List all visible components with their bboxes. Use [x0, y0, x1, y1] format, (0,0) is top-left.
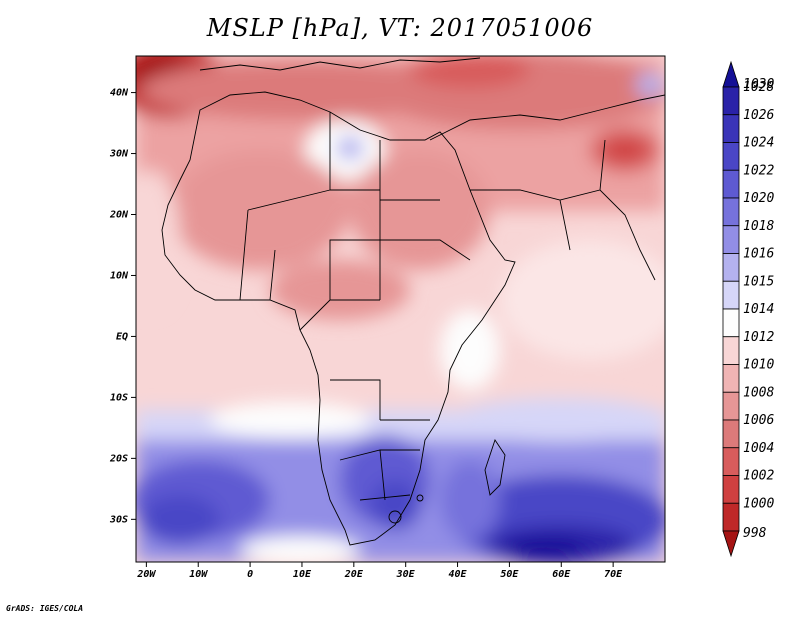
colorbar-label: 1000	[743, 496, 774, 511]
colorbar-swatch	[722, 197, 740, 227]
colorbar-swatch	[722, 86, 740, 116]
map-title: MSLP [hPa], VT: 2017051006	[206, 14, 594, 42]
colorbar-label: 998	[743, 526, 767, 541]
colorbar-swatch	[722, 475, 740, 504]
colorbar-label: 1030	[743, 77, 774, 92]
lat-tick-label: 10S	[110, 392, 128, 403]
coastlines	[161, 57, 665, 546]
lat-tick-label: 10N	[110, 270, 129, 281]
lon-tick-label: 20W	[136, 569, 156, 580]
lon-tick-label: 10E	[293, 569, 312, 580]
colorbar-label: 1004	[743, 441, 774, 456]
lat-tick-label: 30N	[109, 149, 129, 160]
lat-tick-label: 20N	[109, 210, 129, 221]
colorbar-label: 1015	[743, 274, 774, 289]
map-frame	[135, 55, 666, 563]
colorbar-swatch	[722, 419, 740, 449]
lon-tick-label: 50E	[500, 569, 519, 580]
lat-tick-label: 40N	[110, 88, 129, 99]
lat-tick-label: 30S	[109, 514, 128, 525]
colorbar-swatch	[722, 169, 740, 199]
colorbar-swatch	[722, 502, 740, 532]
lon-tick-label: 0	[247, 569, 253, 580]
colorbar-swatch	[722, 280, 740, 310]
colorbar-swatch	[722, 391, 740, 421]
colorbar-swatch	[722, 253, 740, 282]
colorbar-label: 1016	[743, 247, 774, 262]
lon-tick-label: 20E	[344, 569, 364, 580]
colorbar-label: 1006	[743, 413, 774, 428]
footer-credit: GrADS: IGES/COLA	[6, 604, 84, 613]
colorbar-swatch	[722, 364, 740, 393]
colorbar-swatch	[722, 308, 740, 338]
colorbar-label: 1008	[743, 385, 774, 400]
colorbar-swatch	[722, 142, 740, 171]
colorbar-swatch	[722, 225, 740, 254]
colorbar-label: 1012	[743, 330, 774, 345]
colorbar-label: 1002	[743, 469, 774, 484]
colorbar-swatch	[722, 60, 740, 88]
lon-tick-label: 30E	[396, 569, 416, 580]
colorbar-label: 1014	[743, 302, 774, 317]
colorbar-label: 1028	[743, 80, 774, 95]
colorbar-label: 1026	[743, 108, 774, 123]
lat-tick-label: EQ	[116, 331, 128, 342]
colorbar-label: 1010	[743, 358, 774, 373]
lat-axis: 40N 30N 20N 10N EQ 10S 20S 30S	[109, 88, 136, 525]
lon-tick-label: 60E	[552, 569, 571, 580]
lon-tick-label: 70E	[604, 569, 623, 580]
colorbar-swatch	[722, 336, 740, 365]
colorbar-swatch	[722, 114, 740, 143]
lat-tick-label: 20S	[109, 453, 128, 464]
colorbar-label: 1020	[743, 191, 774, 206]
colorbar-swatch	[722, 530, 740, 558]
colorbar-label: 1024	[743, 136, 774, 151]
lon-tick-label: 40E	[449, 569, 468, 580]
pressure-field	[136, 56, 665, 562]
lon-axis: 20W 10W 0 10E 20E 30E 40E 50E 60E 70E	[136, 562, 623, 580]
colorbar-label: 1018	[743, 219, 774, 234]
lon-tick-label: 10W	[189, 569, 208, 580]
colorbar-swatch	[722, 447, 740, 476]
colorbar-label: 1022	[743, 163, 774, 178]
